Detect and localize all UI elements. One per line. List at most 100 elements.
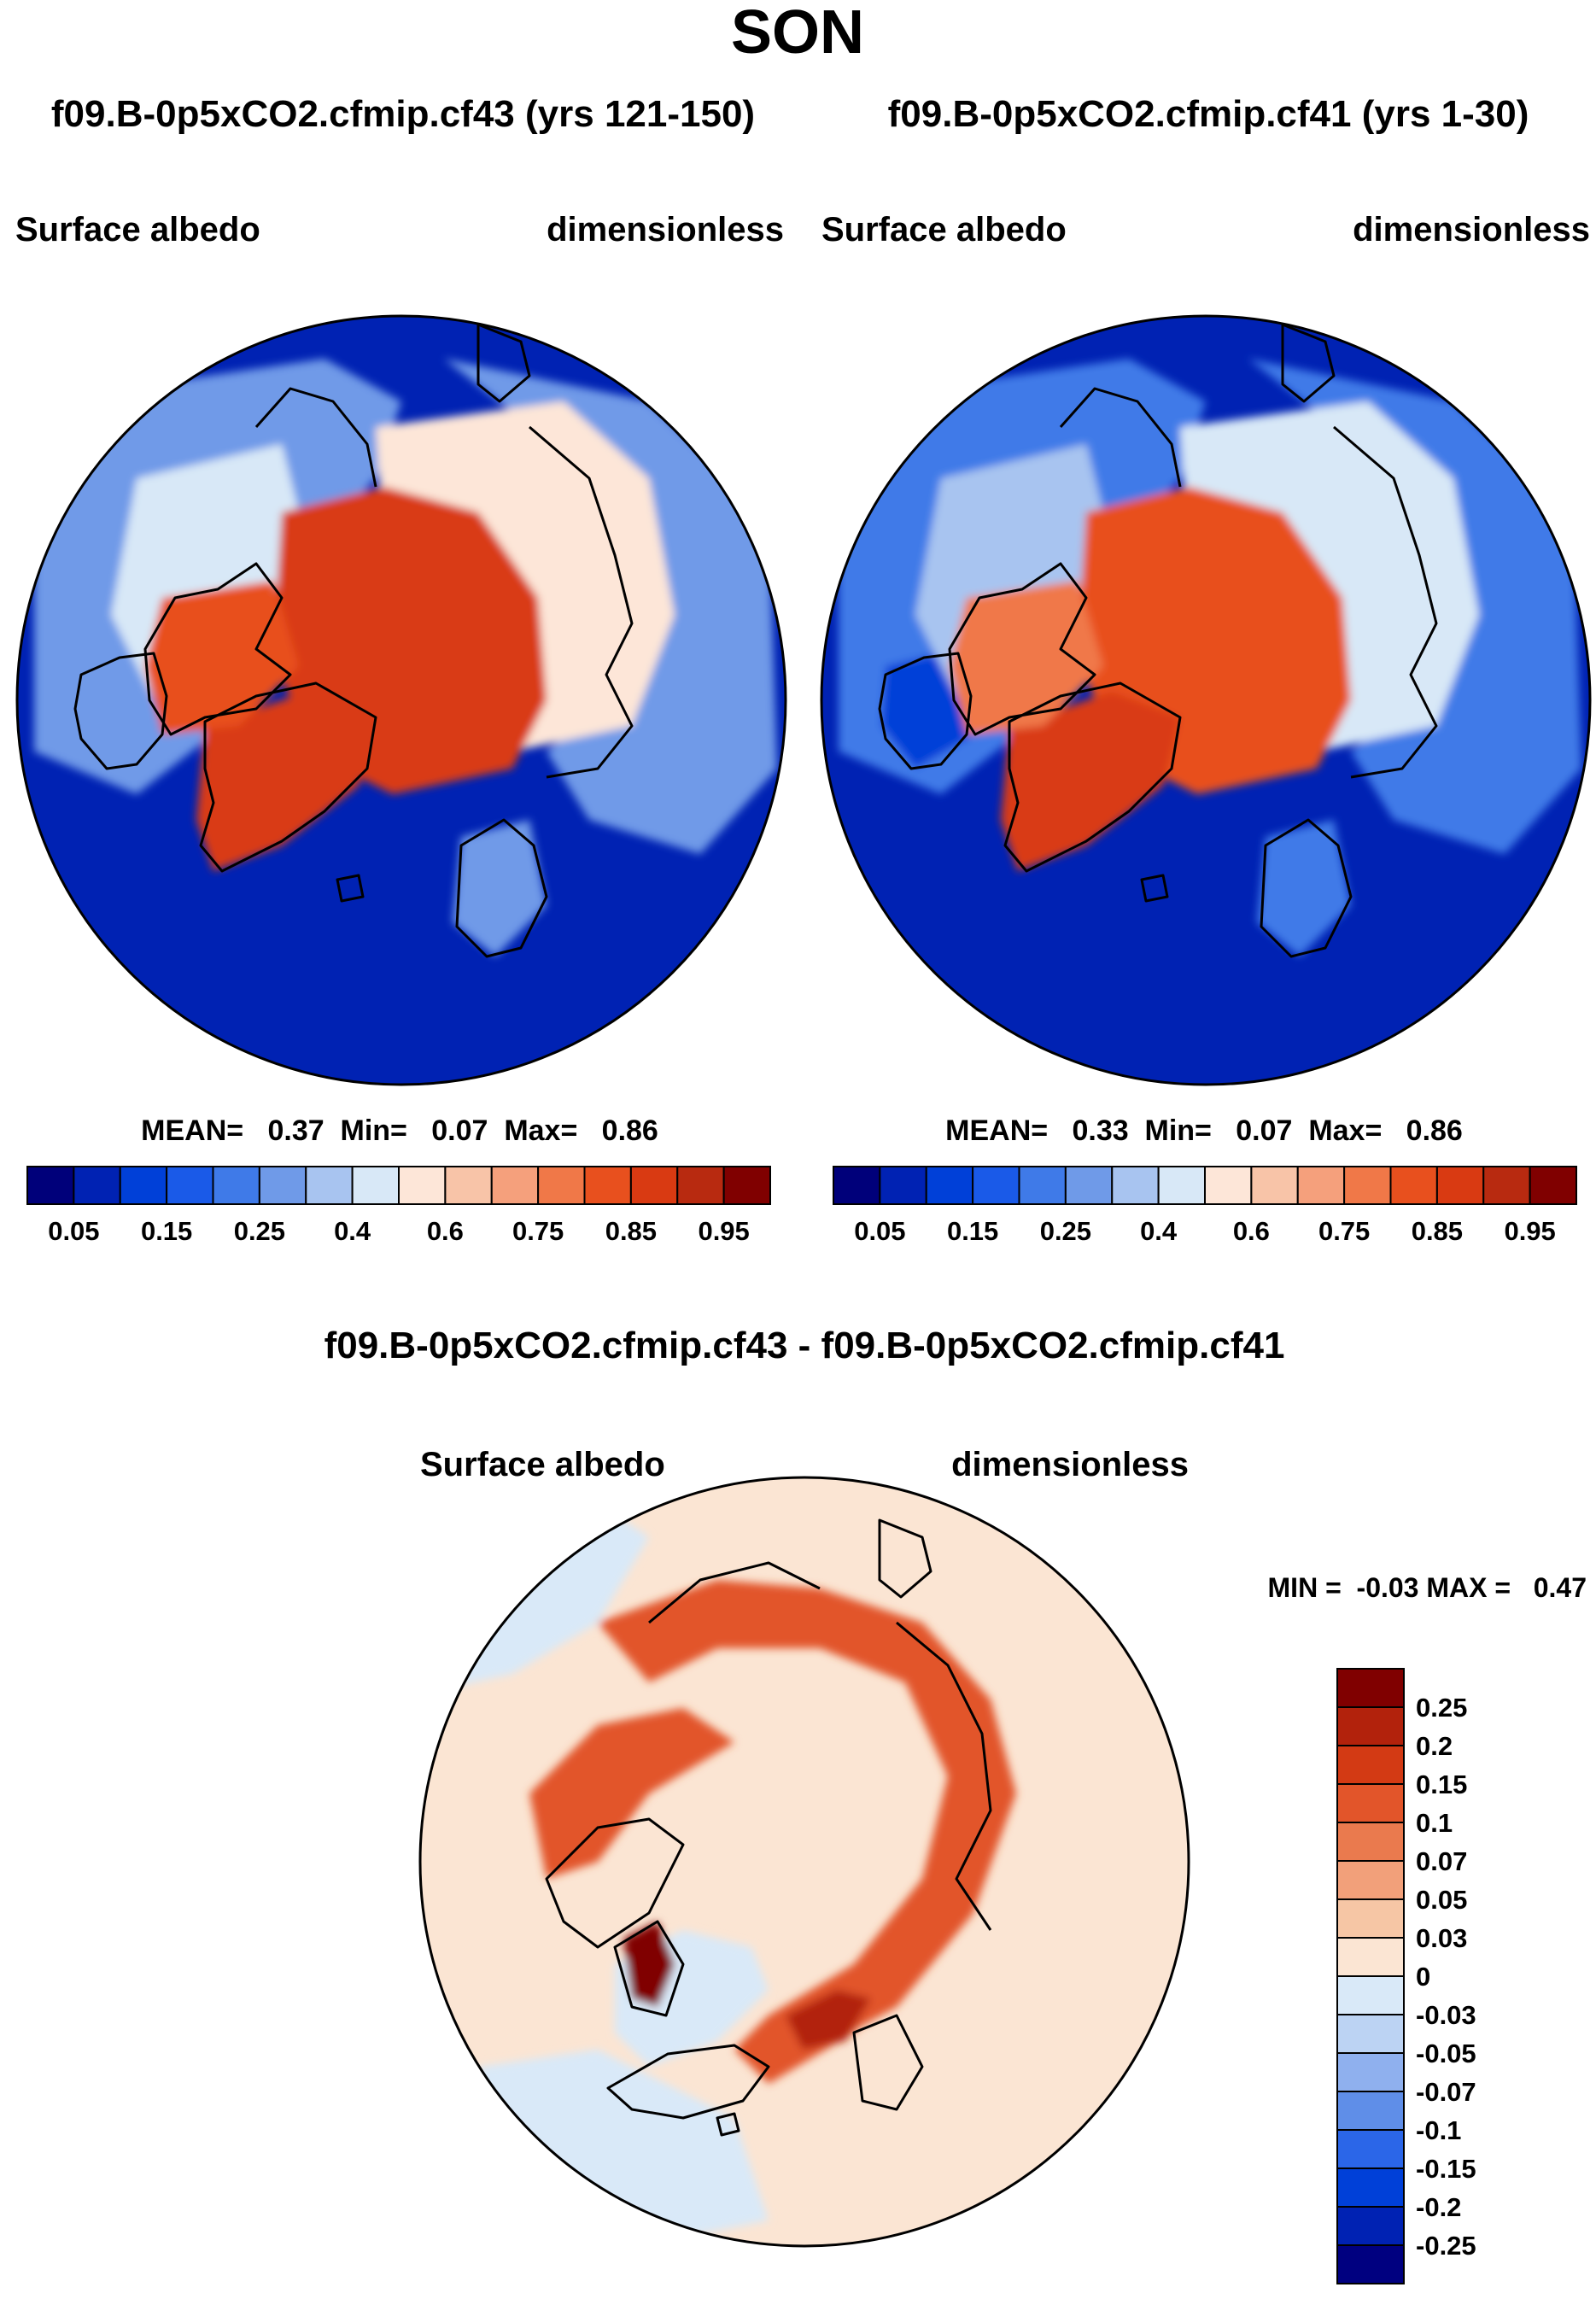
panel-b-colorbar-box xyxy=(1250,1166,1299,1205)
difference-colorbar-tick-label: 0.07 xyxy=(1416,1846,1467,1876)
difference-map xyxy=(418,1476,1190,2248)
panel-b-units: dimensionless xyxy=(1353,211,1590,249)
difference-colorbar: 0.25 0.2 0.15 0.1 0.07 0.05 0.03 0 -0.03 -0.05 -0.… xyxy=(1336,1668,1476,2284)
panel-b-colorbar-tick-label: 0.25 xyxy=(1040,1216,1091,1246)
panel-a-colorbar-box xyxy=(537,1166,586,1205)
difference-colorbar-box xyxy=(1336,2091,1405,2131)
difference-colorbar-box xyxy=(1336,1937,1405,1977)
panel-b-colorbar-box xyxy=(1111,1166,1160,1205)
panel-b-case-title: f09.B-0p5xCO2.cfmip.cf41 (yrs 1-30) xyxy=(888,93,1529,135)
panel-b-colorbar-tick-label: 0.95 xyxy=(1504,1216,1555,1246)
difference-colorbar-tick-label: -0.1 xyxy=(1416,2115,1461,2145)
panel-b-greenland xyxy=(1001,692,1180,871)
panel-a-colorbar-box xyxy=(444,1166,493,1205)
panel-a-colorbar-box xyxy=(212,1166,260,1205)
difference-colorbar-tick-label: -0.25 xyxy=(1416,2231,1476,2261)
panel-b-colorbar-box xyxy=(1204,1166,1253,1205)
difference-colorbar-tick-label: 0.25 xyxy=(1416,1693,1467,1723)
difference-colorbar-box xyxy=(1336,1668,1405,1708)
panel-a-colorbar-tick-label: 0.85 xyxy=(605,1216,657,1246)
panel-a-colorbar-tick-label: 0.25 xyxy=(234,1216,285,1246)
panel-b-colorbar: 0.05 0.15 0.25 0.4 0.6 0.75 0.85 0.95 xyxy=(833,1166,1577,1246)
difference-colorbar-box xyxy=(1336,2244,1405,2284)
panel-b-colorbar-box xyxy=(1064,1166,1114,1205)
difference-min-max: MIN = -0.03 MAX = 0.47 xyxy=(1268,1572,1587,1603)
difference-colorbar-tick-label: -0.15 xyxy=(1416,2154,1476,2184)
panel-a-subarctic-land-east xyxy=(444,359,777,854)
panel-b-colorbar-box xyxy=(925,1166,974,1205)
panel-a-greenland xyxy=(196,692,376,871)
difference-ice-edge-ring xyxy=(649,1606,991,2084)
panel-b-colorbar-tick-label: 0.15 xyxy=(947,1216,998,1246)
panel-b-colorbar-tick-label: 0.05 xyxy=(854,1216,905,1246)
panel-a-colorbar-tick-label: 0.75 xyxy=(512,1216,564,1246)
panel-b-stats: MEAN= 0.33 Min= 0.07 Max= 0.86 xyxy=(945,1114,1463,1147)
difference-colorbar-box xyxy=(1336,1822,1405,1862)
difference-colorbar-tick-label: 0.15 xyxy=(1416,1770,1467,1799)
panel-a-units: dimensionless xyxy=(547,211,784,249)
difference-colorbar-box xyxy=(1336,1745,1405,1785)
difference-colorbar-box xyxy=(1336,1783,1405,1823)
difference-colorbar-box xyxy=(1336,1898,1405,1939)
panel-b-colorbar-box xyxy=(1389,1166,1438,1205)
panel-b-colorbar-box xyxy=(1018,1166,1067,1205)
difference-coastlines xyxy=(545,1518,992,2137)
panel-a-colorbar-box xyxy=(490,1166,540,1205)
panel-a-colorbar-box xyxy=(351,1166,400,1205)
panel-a-map-border xyxy=(15,314,787,1086)
panel-b-scandinavia xyxy=(1257,820,1351,956)
panel-b-colorbar-box xyxy=(1157,1166,1206,1205)
panel-b-colorbar-tick-label: 0.6 xyxy=(1233,1216,1270,1246)
panel-a-colorbar-box xyxy=(629,1166,679,1205)
difference-colorbar-box xyxy=(1336,1706,1405,1746)
difference-colorbar-tick-label: -0.07 xyxy=(1416,2077,1476,2107)
panel-b-colorbar-box xyxy=(1343,1166,1392,1205)
panel-a-colorbar-tick-label: 0.4 xyxy=(334,1216,371,1246)
panel-a-colorbar-tick-label: 0.6 xyxy=(427,1216,464,1246)
panel-b-subarctic-land-east xyxy=(1248,359,1581,854)
panel-a-coastlines xyxy=(73,323,634,958)
panel-b-colorbar-box xyxy=(1482,1166,1531,1205)
panel-a-colorbar-box xyxy=(166,1166,214,1205)
panel-a-colorbar-box xyxy=(26,1166,75,1205)
panel-b-colorbar-tick-label: 0.4 xyxy=(1140,1216,1178,1246)
panel-b-colorbar-box xyxy=(1296,1166,1346,1205)
panel-b-colorbar-box xyxy=(879,1166,927,1205)
panel-a-colorbar-box xyxy=(583,1166,632,1205)
season-title: SON xyxy=(731,0,864,67)
difference-variable: Surface albedo xyxy=(420,1446,665,1483)
panel-a-variable: Surface albedo xyxy=(15,211,260,249)
panel-a-colorbar-box xyxy=(676,1166,725,1205)
panel-a-colorbar-box xyxy=(305,1166,354,1205)
panel-b-variable: Surface albedo xyxy=(821,211,1067,249)
panel-a-colorbar-tick-label: 0.95 xyxy=(698,1216,749,1246)
difference-colorbar-tick-label: 0.05 xyxy=(1416,1885,1467,1915)
panel-b-colorbar-tick-label: 0.75 xyxy=(1318,1216,1370,1246)
difference-units: dimensionless xyxy=(951,1446,1189,1483)
difference-positive-arc xyxy=(529,1708,734,1879)
panel-b-map xyxy=(820,314,1592,1086)
difference-colorbar-box xyxy=(1336,2167,1405,2208)
difference-colorbar-tick-label: 0.2 xyxy=(1416,1731,1453,1761)
panel-a-colorbar-box xyxy=(398,1166,447,1205)
panel-a-map xyxy=(15,314,787,1086)
panel-a-colorbar-box xyxy=(722,1166,771,1205)
panel-a-colorbar-box xyxy=(258,1166,307,1205)
panel-a-stats: MEAN= 0.37 Min= 0.07 Max= 0.86 xyxy=(141,1114,658,1147)
panel-a-colorbar-tick-label: 0.05 xyxy=(48,1216,99,1246)
difference-colorbar-tick-label: -0.05 xyxy=(1416,2039,1476,2068)
difference-colorbar-box xyxy=(1336,1975,1405,2015)
panel-a-case-title: f09.B-0p5xCO2.cfmip.cf43 (yrs 121-150) xyxy=(51,93,755,135)
difference-title: f09.B-0p5xCO2.cfmip.cf43 - f09.B-0p5xCO2… xyxy=(324,1325,1285,1366)
panel-b-colorbar-box xyxy=(1435,1166,1485,1205)
panel-a-colorbar-box xyxy=(73,1166,121,1205)
panel-a-colorbar: 0.05 0.15 0.25 0.4 0.6 0.75 0.85 0.95 xyxy=(26,1166,771,1246)
difference-barents-kara-max xyxy=(786,1990,871,2050)
difference-colorbar-box xyxy=(1336,2052,1405,2092)
difference-colorbar-box xyxy=(1336,1860,1405,1900)
panel-b-colorbar-box xyxy=(833,1166,881,1205)
panel-b-colorbar-box xyxy=(972,1166,1020,1205)
difference-colorbar-tick-label: 0.1 xyxy=(1416,1808,1453,1838)
panel-b-map-border xyxy=(820,314,1592,1086)
